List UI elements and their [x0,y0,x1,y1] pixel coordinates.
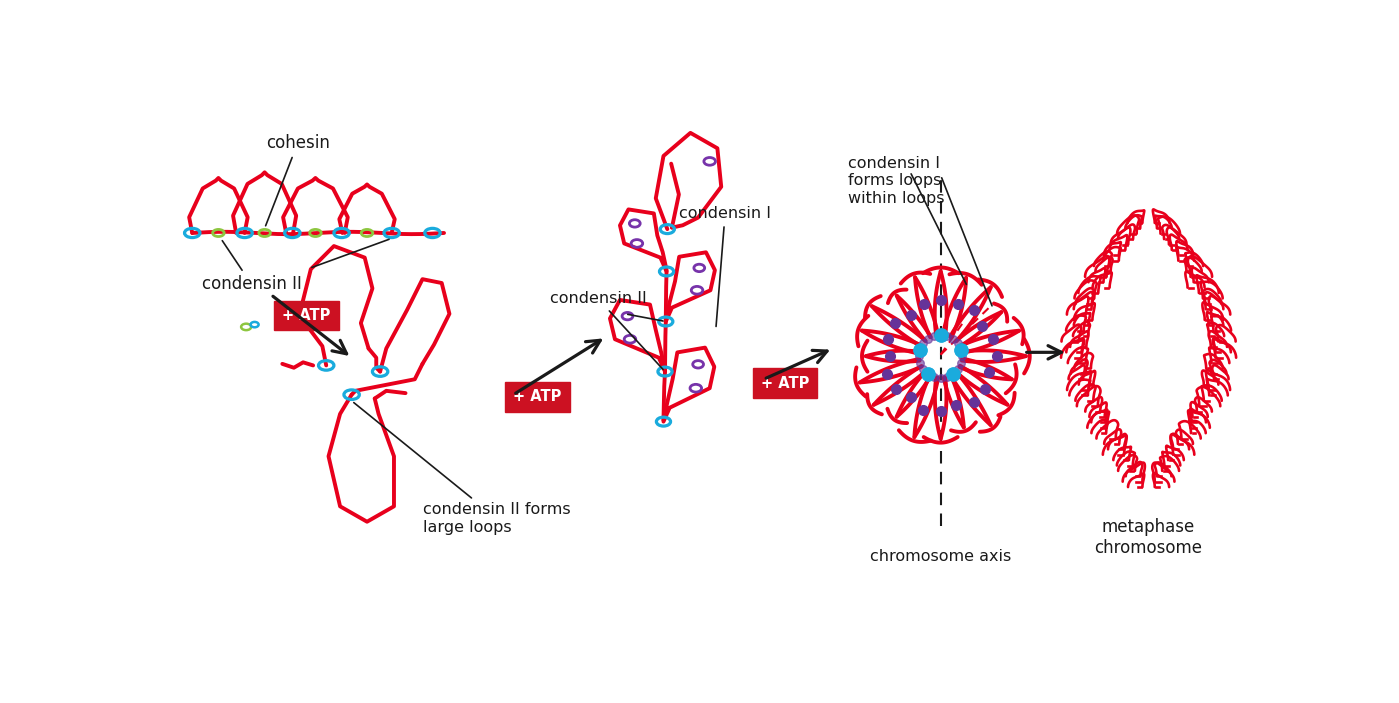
Text: condensin I
forms loops
within loops: condensin I forms loops within loops [848,156,944,206]
Text: condensin I: condensin I [679,207,771,326]
FancyBboxPatch shape [505,382,569,412]
Text: chromosome axis: chromosome axis [870,548,1011,564]
Text: metaphase
chromosome: metaphase chromosome [1094,518,1203,557]
FancyBboxPatch shape [274,301,339,330]
Text: condensin II: condensin II [550,291,663,370]
Text: + ATP: + ATP [513,389,561,404]
Text: condensin II: condensin II [201,240,301,293]
Text: + ATP: + ATP [283,308,330,323]
FancyBboxPatch shape [753,368,817,398]
Text: cohesin: cohesin [266,134,330,226]
Text: condensin II forms
large loops: condensin II forms large loops [354,403,571,535]
Text: + ATP: + ATP [761,375,809,391]
